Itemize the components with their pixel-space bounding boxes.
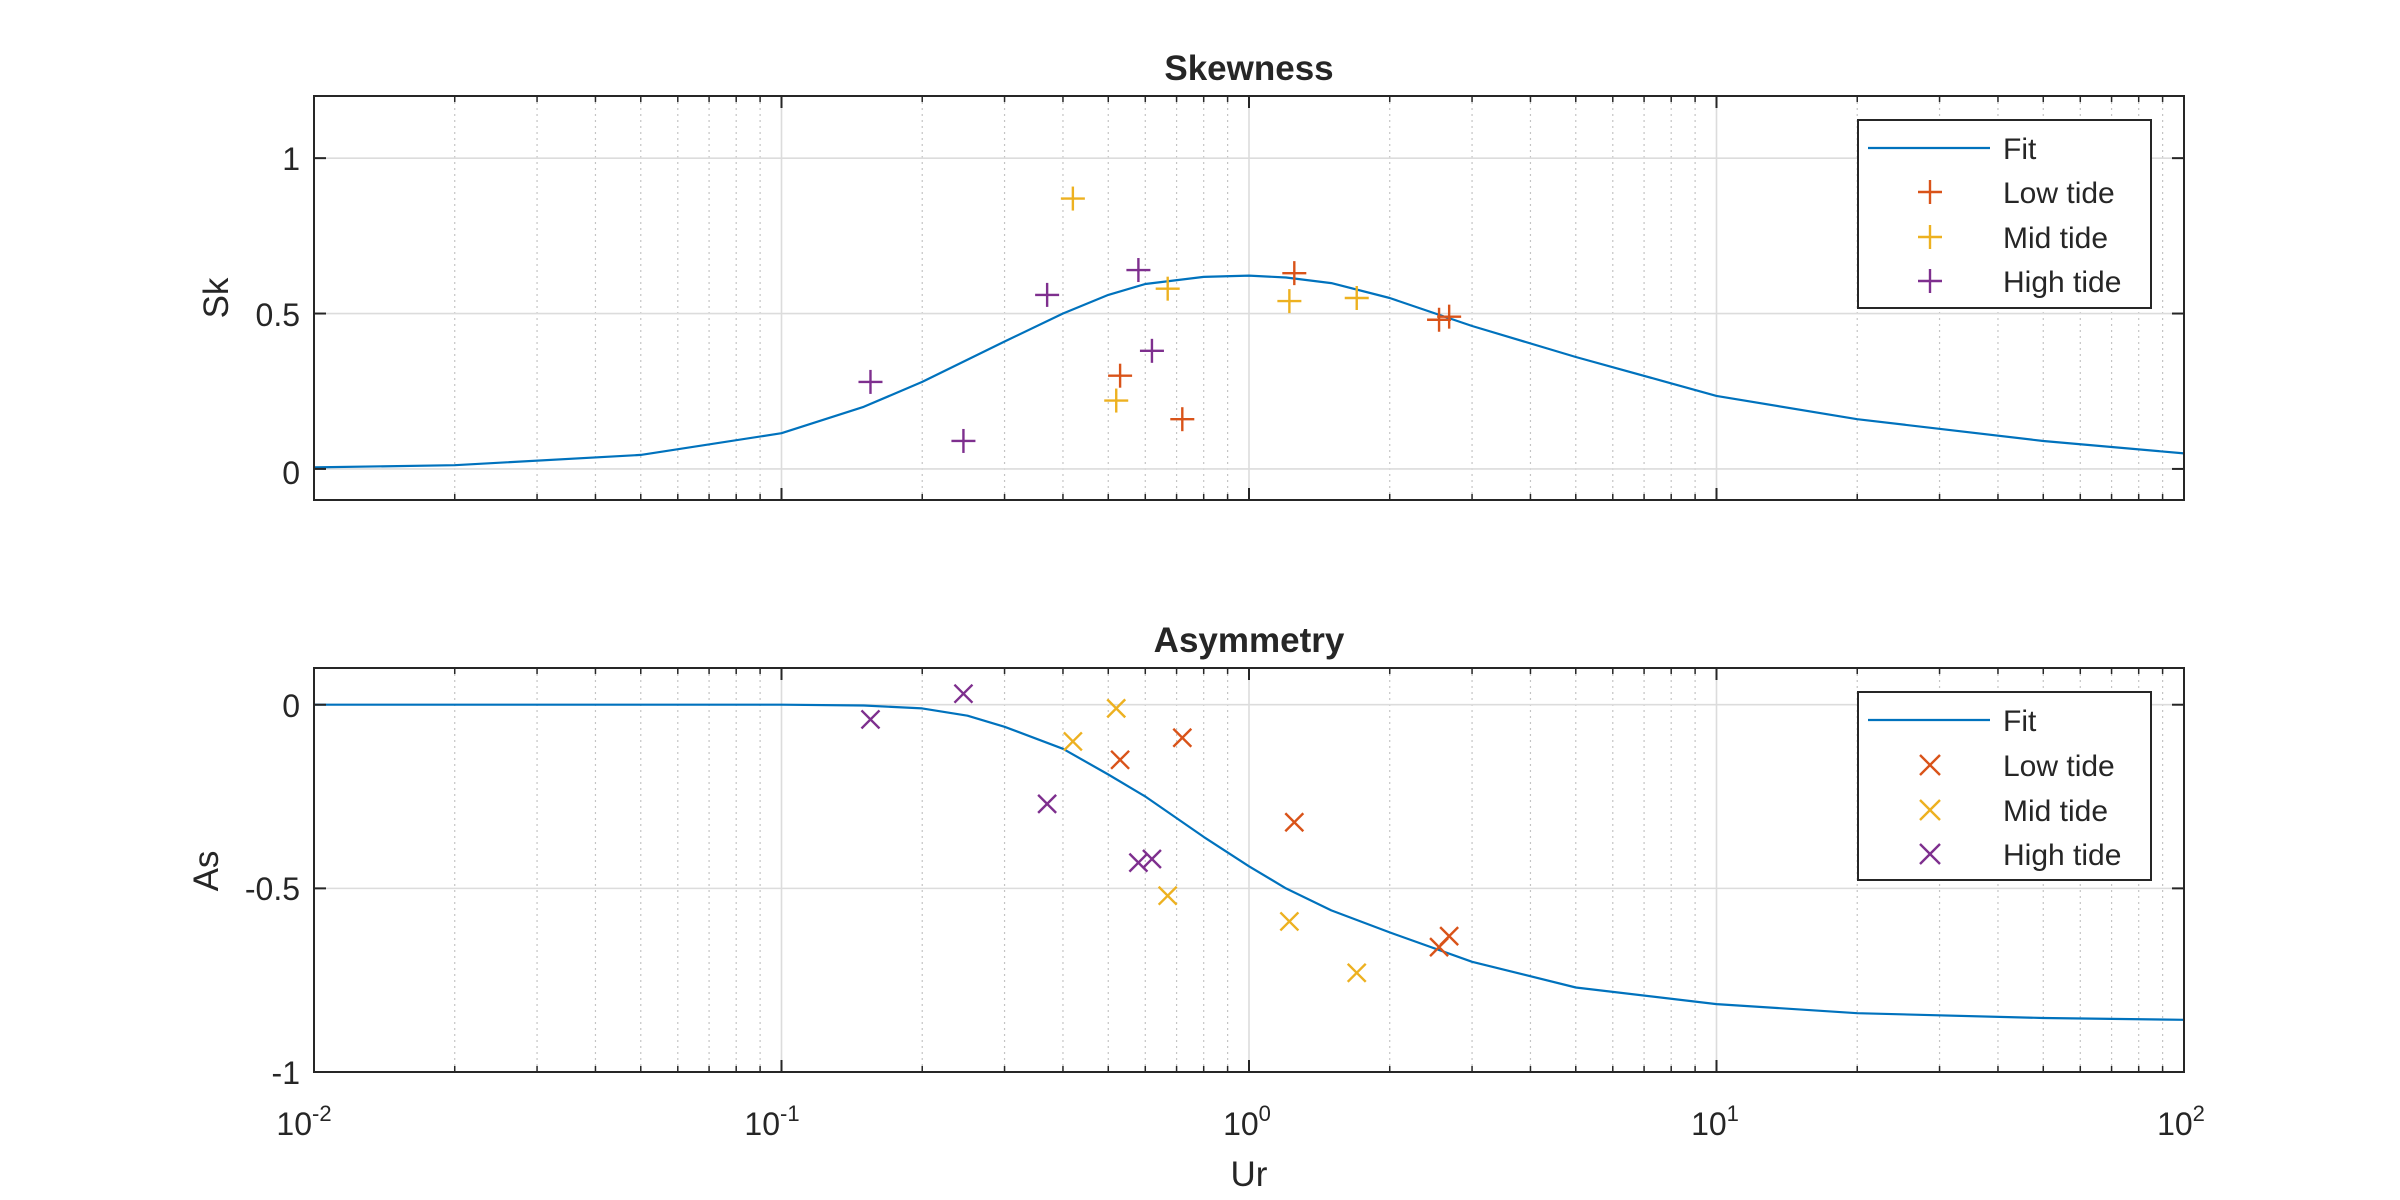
skewness-axes-box	[313, 95, 2185, 501]
skewness-low-tide-point	[1437, 304, 1462, 329]
asymmetry-marker-stroke	[1284, 812, 1305, 833]
asymmetry-mid-tide-point	[1279, 911, 1300, 932]
skewness-low-tide-point	[1170, 407, 1195, 432]
skewness-low-tide-point	[1427, 307, 1452, 332]
skewness-axes: Skewness Sk 1 0.5 0 Fit Low tide Mid tid…	[197, 49, 2185, 501]
asymmetry-ytick-label: -1	[272, 1055, 300, 1091]
asymmetry-high-tide-point	[1142, 849, 1162, 869]
skewness-fit-layer	[313, 274, 2185, 469]
skewness-legend-mid-label: Mid tide	[2003, 222, 2108, 255]
skewness-legend-low-label: Low tide	[2003, 177, 2115, 210]
skewness-mid-tide-point	[1155, 276, 1180, 301]
asymmetry-legend-low-swatch	[1919, 754, 1941, 776]
skewness-fit-line	[313, 274, 2185, 469]
asymmetry-marker-stroke	[1128, 852, 1149, 873]
asymmetry-legend-mid-label: Mid tide	[2003, 795, 2108, 828]
asymmetry-marker-stroke	[953, 683, 974, 704]
asymmetry-title: Asymmetry	[1154, 621, 1345, 660]
asymmetry-fit-layer	[314, 703, 2185, 1021]
skewness-mid-tide-point	[1104, 388, 1129, 413]
asymmetry-x-tick-labels: 10-2 10-1 100 101 102	[276, 1101, 2205, 1142]
asymmetry-marker-stroke	[1346, 962, 1367, 983]
asymmetry-low-tide-point	[1439, 926, 1460, 946]
asymmetry-legend-high-swatch	[1919, 843, 1941, 865]
asymmetry-legend-box	[1857, 691, 2152, 881]
asymmetry-legend-fit-label: Fit	[2003, 705, 2037, 738]
skewness-legend-mid-swatch	[1918, 225, 1942, 249]
xtick-label-1e2: 102	[2157, 1101, 2205, 1142]
asymmetry-marker-stroke	[1110, 749, 1130, 770]
asymmetry-marker-stroke	[1037, 794, 1057, 814]
skewness-mid-tide-point	[1060, 186, 1085, 211]
asymmetry-marker-stroke	[1279, 911, 1300, 932]
skewness-mid-tide-point	[1344, 286, 1369, 310]
skewness-ytick-label: 0.5	[256, 297, 300, 333]
asymmetry-ytick-label: 0	[282, 688, 300, 724]
asymmetry-mid-tide-point	[1346, 962, 1367, 983]
asymmetry-low-tide-point	[1284, 812, 1305, 833]
skewness-points-layer	[858, 186, 1462, 453]
asymmetry-points-layer	[860, 683, 1460, 983]
skewness-mid-tide-point	[1277, 289, 1302, 314]
skewness-high-tide-point	[1035, 282, 1060, 307]
asymmetry-marker-stroke	[1439, 926, 1460, 946]
asymmetry-x-axis-label: Ur	[1231, 1155, 1268, 1194]
asymmetry-y-axis-label: As	[187, 851, 226, 892]
asymmetry-high-tide-point	[1128, 852, 1149, 873]
skewness-high-tide-point	[1126, 258, 1151, 283]
skewness-y-axis-label: Sk	[197, 277, 236, 318]
asymmetry-low-tide-point	[1172, 727, 1193, 748]
skewness-legend-low-swatch	[1918, 180, 1942, 204]
asymmetry-axes: Asymmetry As Ur 0 -0.5 -1 10-2 10-1 100 …	[187, 621, 2205, 1194]
skewness-ytick-label: 0	[282, 455, 300, 491]
asymmetry-high-tide-point	[1037, 794, 1057, 814]
skewness-legend-high-label: High tide	[2003, 266, 2121, 299]
asymmetry-legend-low-label: Low tide	[2003, 750, 2115, 783]
xtick-label-1e-2: 10-2	[276, 1101, 331, 1142]
asymmetry-high-tide-point	[860, 709, 881, 730]
skewness-legend-high-swatch	[1918, 269, 1942, 293]
asymmetry-marker-stroke	[1063, 731, 1083, 752]
asymmetry-ytick-label: -0.5	[245, 871, 300, 907]
xtick-label-1e1: 101	[1691, 1101, 1739, 1142]
asymmetry-marker-stroke	[860, 709, 881, 730]
xtick-label-1e0: 100	[1223, 1101, 1271, 1142]
xtick-label-1e-1: 10-1	[744, 1101, 799, 1142]
skewness-high-tide-point	[1139, 338, 1164, 363]
skewness-ytick-label: 1	[282, 141, 300, 177]
skewness-low-tide-point	[1108, 363, 1133, 388]
skewness-legend-box	[1857, 119, 2152, 309]
asymmetry-mid-tide-point	[1157, 885, 1178, 906]
asymmetry-mid-tide-point	[1063, 731, 1083, 752]
skewness-legend: Fit Low tide Mid tide High tide	[1857, 119, 2152, 309]
asymmetry-high-tide-point	[953, 683, 974, 704]
asymmetry-axes-box	[313, 667, 2185, 1073]
asymmetry-mid-tide-point	[1106, 698, 1127, 719]
asymmetry-fit-line	[314, 703, 2185, 1021]
asymmetry-legend-high-label: High tide	[2003, 839, 2121, 872]
asymmetry-marker-stroke	[1106, 698, 1127, 719]
skewness-high-tide-point	[951, 428, 976, 453]
skewness-high-tide-point	[858, 369, 883, 394]
asymmetry-legend-mid-swatch	[1919, 799, 1941, 821]
skewness-low-tide-point	[1282, 261, 1307, 286]
asymmetry-legend: Fit Low tide Mid tide High tide	[1857, 691, 2152, 881]
skewness-legend-fit-label: Fit	[2003, 133, 2037, 166]
asymmetry-low-tide-point	[1110, 749, 1130, 770]
skewness-y-tick-labels: 1 0.5 0	[256, 141, 300, 491]
asymmetry-marker-stroke	[1172, 727, 1193, 748]
asymmetry-marker-stroke	[1157, 885, 1178, 906]
asymmetry-y-tick-labels: 0 -0.5 -1	[245, 688, 300, 1091]
asymmetry-marker-stroke	[1142, 849, 1162, 869]
skewness-title: Skewness	[1164, 49, 1333, 88]
